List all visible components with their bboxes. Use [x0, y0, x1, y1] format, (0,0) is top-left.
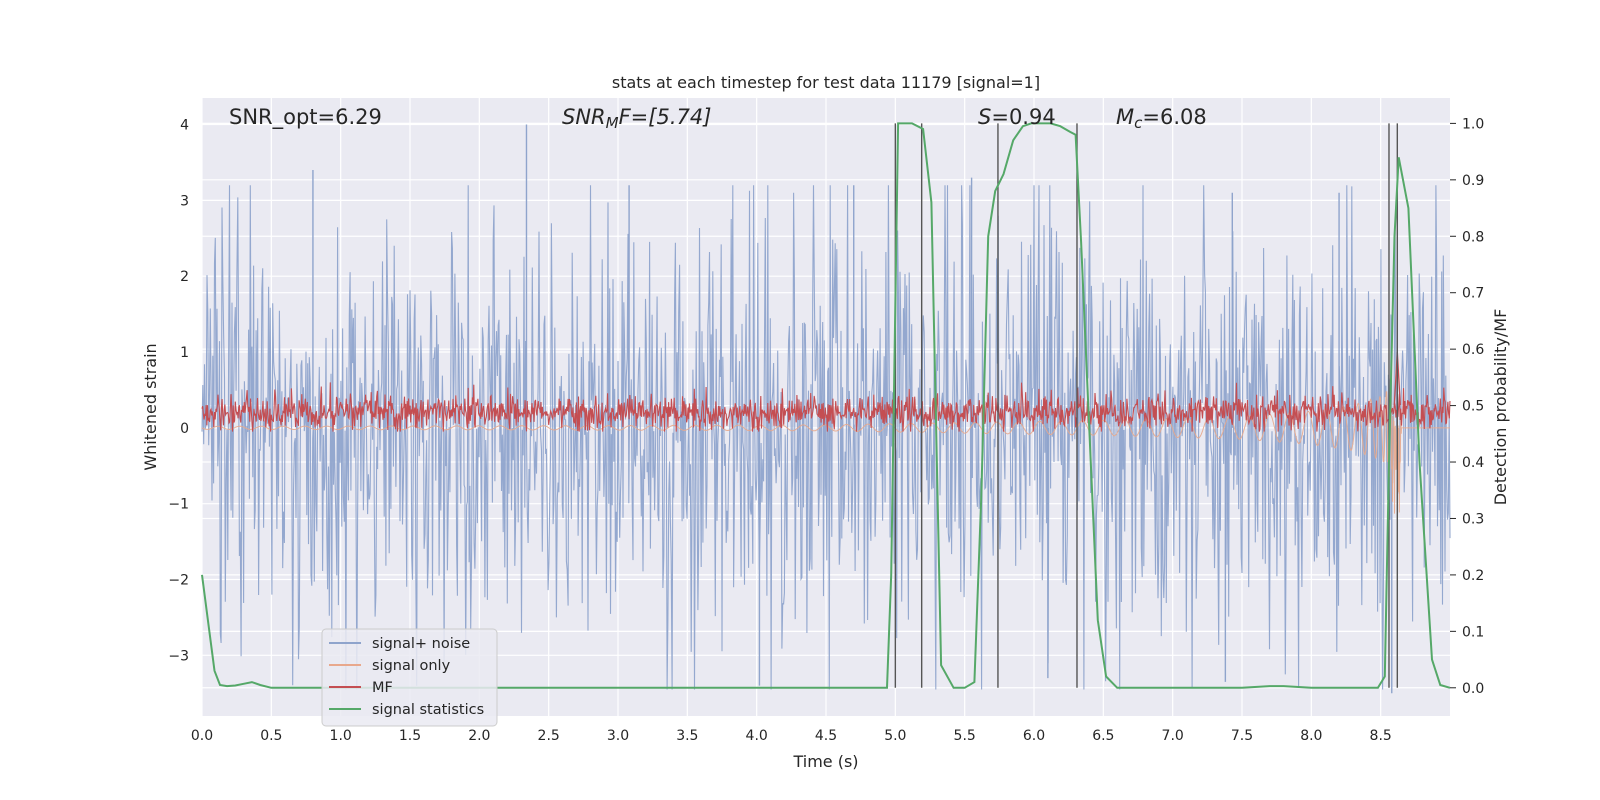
x-tick-label: 4.0 [746, 728, 768, 744]
x-tick-label: 4.5 [815, 728, 837, 744]
y-axis-right: 1.0 0.9 0.8 0.7 0.6 0.5 0.4 0.3 0.2 0.1 0.0 [1450, 116, 1484, 697]
x-tick-label: 0.5 [260, 728, 282, 744]
x-tick-label: 1.0 [330, 728, 352, 744]
annotation-snr-mf-subscript: M [606, 114, 619, 132]
x-tick-label: 6.5 [1092, 728, 1114, 744]
y-tick-label-right: 0.3 [1462, 511, 1484, 527]
y-tick-label-right: 0.2 [1462, 568, 1484, 584]
y-tick-label-left: −3 [168, 648, 189, 664]
annotation-s-value: =0.94 [991, 105, 1055, 129]
annotation-mc-symbol: M [1116, 105, 1134, 129]
y-tick-label-left: 4 [180, 118, 189, 134]
y-tick-label-left: 3 [180, 193, 189, 209]
x-tick-label: 7.0 [1162, 728, 1184, 744]
y-tick-label-right: 0.0 [1462, 681, 1484, 697]
y-tick-label-right: 0.6 [1462, 342, 1484, 358]
x-tick-label: 5.0 [884, 728, 906, 744]
x-tick-label: 3.0 [607, 728, 629, 744]
annotation-mc-subscript: c [1134, 114, 1143, 132]
y-axis-left: 4 3 2 1 0 −1 −2 −3 [168, 118, 189, 665]
y-tick-label-left: −1 [168, 497, 189, 513]
annotation-snr-mf-value: F=[5.74] [619, 105, 712, 129]
annotation-s-symbol: S [978, 105, 991, 129]
y-tick-label-left: 0 [180, 421, 189, 437]
x-tick-label: 7.5 [1231, 728, 1253, 744]
y-axis-right-label: Detection probability/MF [1491, 309, 1510, 506]
legend-box [321, 628, 498, 727]
y-tick-label-right: 0.5 [1462, 399, 1484, 415]
y-tick-label-right: 0.4 [1462, 455, 1484, 471]
legend-label-signal-noise: signal+ noise [372, 636, 470, 652]
legend-label-mf: MF [372, 680, 393, 696]
series-layer [201, 122, 1451, 694]
y-axis-left-label: Whitened strain [141, 343, 160, 470]
legend-label-signal-only: signal only [372, 658, 451, 674]
y-tick-label-right: 0.9 [1462, 173, 1484, 189]
y-tick-label-right: 0.7 [1462, 286, 1484, 302]
x-tick-label: 2.5 [538, 728, 560, 744]
annotation-snr-opt: SNR_opt=6.29 [229, 105, 382, 130]
annotation-s: S=0.94 [978, 105, 1056, 129]
chart-title: stats at each timestep for test data 111… [612, 73, 1040, 92]
y-tick-label-right: 0.8 [1462, 229, 1484, 245]
x-tick-label: 1.5 [399, 728, 421, 744]
x-tick-label: 0.0 [191, 728, 213, 744]
series-signal-only-line [201, 391, 1450, 514]
legend-label-signal-statistics: signal statistics [372, 702, 484, 718]
annotation-snr-mf-symbol: SNR [562, 105, 606, 129]
x-tick-label: 8.5 [1370, 728, 1392, 744]
y-tick-label-left: −2 [168, 573, 189, 589]
x-tick-label: 5.5 [954, 728, 976, 744]
annotation-mc-value: =6.08 [1142, 105, 1206, 129]
x-axis-label: Time (s) [792, 752, 858, 771]
series-mf-line [201, 382, 1451, 432]
y-tick-label-right: 1.0 [1462, 116, 1484, 132]
x-tick-label: 6.0 [1023, 728, 1045, 744]
annotation-snr-mf: SNRMF=[5.74] [562, 105, 711, 132]
legend: signal+ noise signal only MF signal stat… [321, 628, 498, 727]
x-tick-label: 2.0 [468, 728, 490, 744]
annotation-mc: Mc=6.08 [1116, 105, 1207, 132]
x-tick-label: 3.5 [676, 728, 698, 744]
y-tick-label-right: 0.1 [1462, 624, 1484, 640]
y-tick-label-left: 2 [180, 269, 189, 285]
y-tick-label-left: 1 [180, 345, 189, 361]
x-axis: 0.0 0.5 1.0 1.5 2.0 2.5 3.0 3.5 4.0 4.5 5.0 5.5 6.0 6… [191, 728, 1392, 744]
x-tick-label: 8.0 [1300, 728, 1322, 744]
